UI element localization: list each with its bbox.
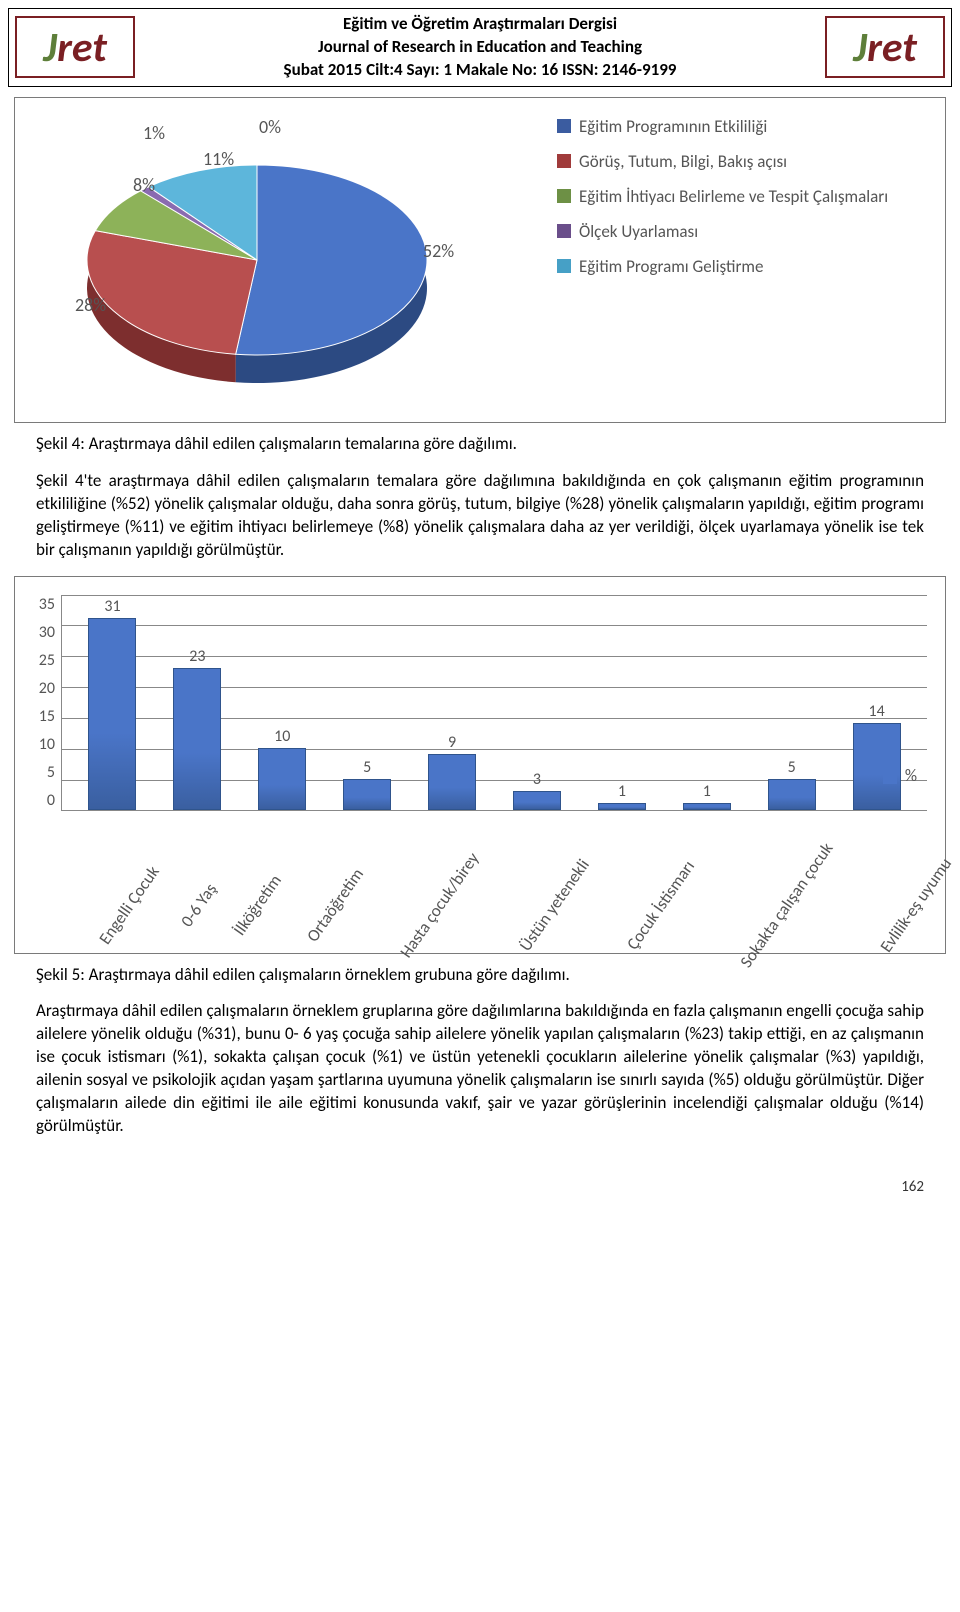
bar-slot: 1 [579,803,664,809]
bar-slot: 1 [664,803,749,809]
bar-value-label: 14 [854,702,900,721]
pie-legend-label: Görüş, Tutum, Bilgi, Bakış açısı [579,151,787,172]
pie-chart: 1% 0% 11% 8% 28% 52% [27,110,547,410]
bar-slot: 23 [155,668,240,810]
y-tick: 15 [33,707,55,726]
bar-series-name: % [905,765,917,786]
pie-legend-item: Eğitim Programı Geliştirme [557,256,933,277]
bar-slot: 5 [749,779,834,810]
y-tick: 35 [33,595,55,614]
pie-legend-label: Eğitim İhtiyacı Belirleme ve Tespit Çalı… [579,186,888,207]
bar-value-label: 23 [174,647,220,666]
pie-legend-swatch [557,224,571,238]
bar-value-label: 1 [684,782,730,801]
bar-x-label: Evlilik-eş uyumu [875,853,960,1013]
bar-value-label: 5 [769,758,815,777]
pie-legend: Eğitim Programının Etkililiği Görüş, Tutu… [547,110,933,410]
bar-value-label: 3 [514,770,560,789]
figure-4-caption: Şekil 4: Araştırmaya dâhil edilen çalışm… [36,433,924,456]
bar-value-label: 9 [429,733,475,752]
pie-value-label: 0% [259,116,281,138]
pie-legend-item: Ölçek Uyarlaması [557,221,933,242]
bar-x-labels: Engelli Çocuk0-6 YaşİlköğretimOrtaöğreti… [67,811,927,941]
y-tick: 25 [33,651,55,670]
bar: 5 [768,779,816,810]
logo-ret-r: ret [867,22,917,73]
pie-legend-item: Eğitim İhtiyacı Belirleme ve Tespit Çalı… [557,186,933,207]
bar-value-label: 1 [599,782,645,801]
bar-slot: 9 [410,754,495,810]
bar-chart: 35302520151050 31231059311514 [33,595,927,811]
pie-legend-swatch [557,189,571,203]
bar: 31 [88,618,136,809]
bar-slot: 5 [325,779,410,810]
bar: 3 [513,791,561,810]
bar-plot-area: 31231059311514 [61,595,927,811]
y-tick: 0 [33,791,55,810]
bar-slot: 3 [495,791,580,810]
bar: 9 [428,754,476,810]
bar-legend: % [883,765,917,786]
pie-legend-swatch [557,154,571,168]
bar-group: 31231059311514 [62,595,927,810]
page-header: Jret Eğitim ve Öğretim Araştırmaları Der… [8,8,952,87]
bar-slot: 10 [240,748,325,810]
bar-value-label: 10 [259,727,305,746]
pie-value-label: 52% [423,240,454,262]
figure-5-paragraph: Araştırmaya dâhil edilen çalışmaların ör… [36,1000,924,1138]
pie-value-label: 28% [75,294,106,316]
pie-chart-frame: 1% 0% 11% 8% 28% 52% Eğitim Programının Etkil… [14,97,946,423]
y-tick: 10 [33,735,55,754]
header-line-2: Journal of Research in Education and Tea… [135,36,825,59]
bar: 23 [173,668,221,810]
pie-legend-swatch [557,119,571,133]
pie-value-label: 1% [143,122,165,144]
pie-legend-swatch [557,259,571,273]
pie-legend-item: Eğitim Programının Etkililiği [557,116,933,137]
bar: 1 [598,803,646,809]
y-tick: 30 [33,623,55,642]
logo-ret: ret [57,22,107,73]
bar-y-axis: 35 30 25 20 15 10 5 0 [33,595,61,811]
bar: 10 [258,748,306,810]
bar: 5 [343,779,391,810]
bar-value-label: 31 [89,597,135,616]
figure-4-paragraph: Şekil 4'te araştırmaya dâhil edilen çalı… [36,470,924,562]
header-line-1: Eğitim ve Öğretim Araştırmaları Dergisi [135,13,825,36]
pie-legend-label: Eğitim Programı Geliştirme [579,256,763,277]
logo-right: Jret [825,16,945,78]
pie-legend-label: Ölçek Uyarlaması [579,221,698,242]
logo-j: J [43,22,57,73]
bar-slot: 31 [70,618,155,809]
pie-value-label: 11% [203,148,234,170]
header-titles: Eğitim ve Öğretim Araştırmaları Dergisi … [135,13,825,82]
bar-chart-frame: 35302520151050 31231059311514 Engelli Ço… [14,576,946,954]
bar: 1 [683,803,731,809]
pie-value-label: 8% [133,174,155,196]
pie-legend-item: Görüş, Tutum, Bilgi, Bakış açısı [557,151,933,172]
logo-left: Jret [15,16,135,78]
y-tick: 20 [33,679,55,698]
y-tick: 5 [33,763,55,782]
header-line-3: Şubat 2015 Cilt:4 Sayı: 1 Makale No: 16 … [135,59,825,82]
pie-legend-label: Eğitim Programının Etkililiği [579,116,767,137]
bar-legend-swatch [883,770,897,784]
bar-value-label: 5 [344,758,390,777]
page-number: 162 [0,1178,924,1196]
logo-j-r: J [853,22,867,73]
